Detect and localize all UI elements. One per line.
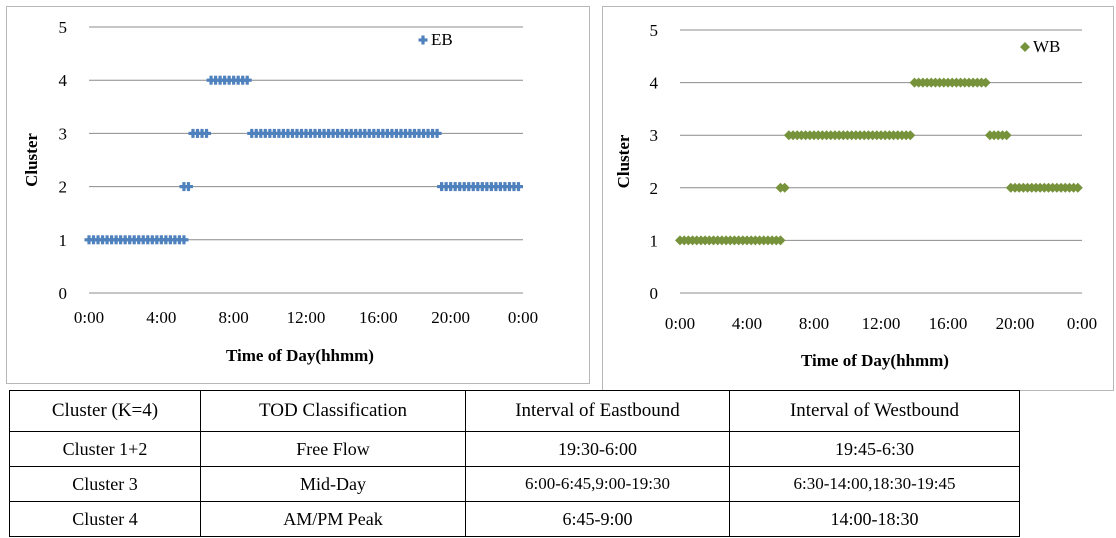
- cluster-segment: [206, 75, 252, 85]
- x-tick-label: 12:00: [862, 314, 901, 333]
- y-axis-title: Cluster: [614, 134, 633, 188]
- x-tick-label: 4:00: [732, 314, 762, 333]
- cell-cluster: Cluster 1+2: [9, 431, 201, 467]
- cell-westbound: 14:00-18:30: [729, 501, 1020, 537]
- tod-classification-table: Cluster (K=4) TOD Classification Interva…: [9, 390, 1020, 537]
- cell-cluster: Cluster 4: [9, 501, 201, 537]
- cell-eastbound: 6:45-9:00: [465, 501, 730, 537]
- cluster-segment: [675, 235, 786, 246]
- eb-chart: 0 1 2 3 4 5 0:00 4:00 8:00 12:00 16:00 20:00 0:00 Clu…: [22, 18, 538, 365]
- x-tick-label: 0:00: [665, 314, 695, 333]
- x-tick-label: 20:00: [996, 314, 1035, 333]
- y-tick-label: 5: [59, 18, 68, 37]
- y-tick-label: 0: [650, 284, 659, 303]
- cell-westbound: 6:30-14:00,18:30-19:45: [729, 466, 1020, 502]
- cell-tod: AM/PM Peak: [200, 501, 466, 537]
- cluster-segment: [84, 235, 189, 245]
- header-interval-eastbound: Interval of Eastbound: [465, 390, 730, 432]
- table-header-row: Cluster (K=4) TOD Classification Interva…: [9, 390, 1020, 432]
- cluster-segment: [247, 128, 442, 138]
- cluster-segment: [909, 77, 991, 88]
- cluster-segment: [984, 130, 1012, 141]
- x-tick-label: 8:00: [219, 308, 249, 327]
- cluster-segment: [179, 182, 193, 192]
- legend-label: WB: [1033, 37, 1060, 56]
- wb-chart: 0 1 2 3 4 5 0:00 4:00 8:00 12:00 16:00 20:00 0:00 Clu…: [614, 21, 1097, 370]
- y-tick-label: 2: [59, 178, 68, 197]
- y-tick-label: 5: [650, 21, 659, 40]
- cell-eastbound: 19:30-6:00: [465, 431, 730, 467]
- x-tick-label: 0:00: [1067, 314, 1097, 333]
- x-tick-label: 8:00: [799, 314, 829, 333]
- x-axis-title: Time of Day(hhmm): [801, 351, 949, 370]
- x-tick-label: 12:00: [287, 308, 326, 327]
- legend: EB: [418, 30, 453, 49]
- y-tick-label: 4: [650, 74, 659, 93]
- y-tick-label: 3: [59, 124, 68, 143]
- cluster-segment: [1005, 182, 1083, 193]
- x-axis-title: Time of Day(hhmm): [226, 346, 374, 365]
- cluster-segment: [188, 128, 212, 138]
- cell-eastbound: 6:00-6:45,9:00-19:30: [465, 466, 730, 502]
- cluster-segment: [437, 182, 523, 192]
- x-tick-label: 4:00: [146, 308, 176, 327]
- header-tod-classification: TOD Classification: [200, 390, 466, 432]
- y-axis-title: Cluster: [22, 133, 41, 187]
- x-tick-label: 0:00: [74, 308, 104, 327]
- legend-marker-icon: [1020, 42, 1030, 52]
- y-tick-label: 3: [650, 126, 659, 145]
- eb-chart-panel: 0 1 2 3 4 5 0:00 4:00 8:00 12:00 16:00 20:00 0:00 Clu…: [6, 6, 590, 384]
- cell-tod: Mid-Day: [200, 466, 466, 502]
- table-row: Cluster 1+2 Free Flow 19:30-6:00 19:45-6…: [9, 431, 1020, 467]
- wb-chart-panel: 0 1 2 3 4 5 0:00 4:00 8:00 12:00 16:00 20:00 0:00 Clu…: [602, 6, 1114, 391]
- x-tick-label: 0:00: [508, 308, 538, 327]
- cell-tod: Free Flow: [200, 431, 466, 467]
- legend-marker-icon: [418, 35, 428, 45]
- y-tick-label: 4: [59, 71, 68, 90]
- table-row: Cluster 3 Mid-Day 6:00-6:45,9:00-19:30 6…: [9, 466, 1020, 502]
- y-tick-label: 2: [650, 179, 659, 198]
- x-tick-label: 16:00: [929, 314, 968, 333]
- x-tick-label: 20:00: [431, 308, 470, 327]
- header-cluster: Cluster (K=4): [9, 390, 201, 432]
- header-interval-westbound: Interval of Westbound: [729, 390, 1020, 432]
- cell-cluster: Cluster 3: [9, 466, 201, 502]
- table-row: Cluster 4 AM/PM Peak 6:45-9:00 14:00-18:…: [9, 501, 1020, 537]
- legend: WB: [1020, 37, 1060, 56]
- cluster-segment: [783, 130, 916, 141]
- y-tick-label: 1: [650, 231, 659, 250]
- cell-westbound: 19:45-6:30: [729, 431, 1020, 467]
- y-tick-label: 0: [59, 284, 68, 303]
- legend-label: EB: [431, 30, 453, 49]
- x-tick-label: 16:00: [359, 308, 398, 327]
- cluster-segment: [775, 182, 790, 193]
- y-tick-label: 1: [59, 231, 68, 250]
